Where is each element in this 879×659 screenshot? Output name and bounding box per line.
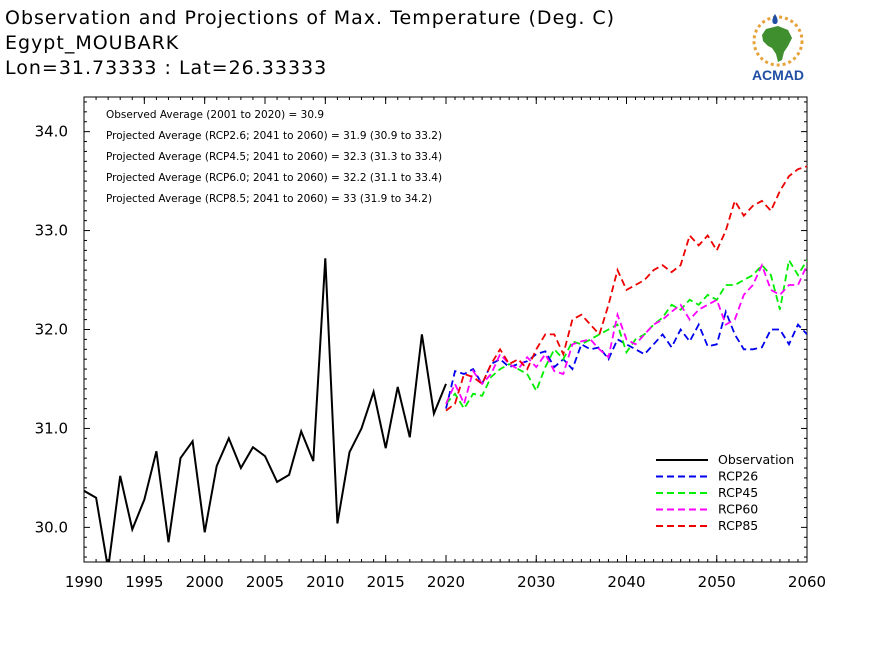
x-tick-label: 2040 bbox=[607, 573, 645, 591]
plot-frame bbox=[83, 96, 808, 563]
chart-title: Observation and Projections of Max. Temp… bbox=[5, 7, 616, 29]
x-axis-labels: 1990 1995 2000 2005 2010 2015 2020 2030 2040 2050… bbox=[65, 573, 826, 591]
x-tick-label: 2060 bbox=[788, 573, 826, 591]
x-tick-label: 1995 bbox=[125, 573, 163, 591]
series-line-rcp45 bbox=[445, 257, 807, 411]
x-tick-label: 2030 bbox=[517, 573, 555, 591]
legend-label-rcp45: RCP45 bbox=[718, 485, 758, 500]
annotation-line: Projected Average (RCP6.0; 2041 to 2060)… bbox=[106, 172, 442, 184]
annotation-line: Projected Average (RCP4.5; 2041 to 2060)… bbox=[106, 151, 442, 163]
x-tick-label: 2010 bbox=[306, 573, 344, 591]
axis-ticks bbox=[83, 97, 808, 562]
x-tick-label: 2015 bbox=[367, 573, 405, 591]
y-tick-label: 33.0 bbox=[35, 222, 68, 240]
chart-subtitle-location: Egypt_MOUBARK bbox=[5, 32, 180, 54]
y-tick-label: 31.0 bbox=[35, 419, 68, 437]
legend-label-rcp26: RCP26 bbox=[718, 469, 758, 484]
annotation-line: Projected Average (RCP2.6; 2041 to 2060)… bbox=[106, 130, 442, 142]
y-tick-label: 34.0 bbox=[35, 123, 68, 141]
x-tick-label: 2020 bbox=[427, 573, 465, 591]
logo-text: ACMAD bbox=[752, 67, 804, 83]
y-tick-label: 30.0 bbox=[35, 518, 68, 536]
legend-label-observation: Observation bbox=[718, 452, 794, 467]
annotations: Observed Average (2001 to 2020) = 30.9 Pr… bbox=[106, 109, 442, 205]
annotation-line: Projected Average (RCP8.5; 2041 to 2060)… bbox=[106, 193, 432, 205]
x-tick-label: 2050 bbox=[698, 573, 736, 591]
series-line-observation bbox=[84, 258, 447, 562]
y-axis-labels: 30.0 31.0 32.0 33.0 34.0 bbox=[35, 123, 68, 537]
x-tick-label: 2005 bbox=[246, 573, 284, 591]
annotation-line: Observed Average (2001 to 2020) = 30.9 bbox=[106, 109, 324, 121]
x-tick-label: 2000 bbox=[186, 573, 224, 591]
legend-label-rcp85: RCP85 bbox=[718, 518, 758, 533]
chart-subtitle-coordinates: Lon=31.73333 : Lat=26.33333 bbox=[5, 57, 328, 79]
legend-label-rcp60: RCP60 bbox=[718, 502, 758, 517]
series-line-rcp85 bbox=[445, 165, 807, 412]
y-tick-label: 32.0 bbox=[35, 321, 68, 339]
acmad-logo: ACMAD bbox=[752, 14, 804, 83]
series-line-rcp26 bbox=[445, 308, 807, 409]
series-lines bbox=[84, 165, 807, 562]
x-tick-label: 1990 bbox=[65, 573, 103, 591]
